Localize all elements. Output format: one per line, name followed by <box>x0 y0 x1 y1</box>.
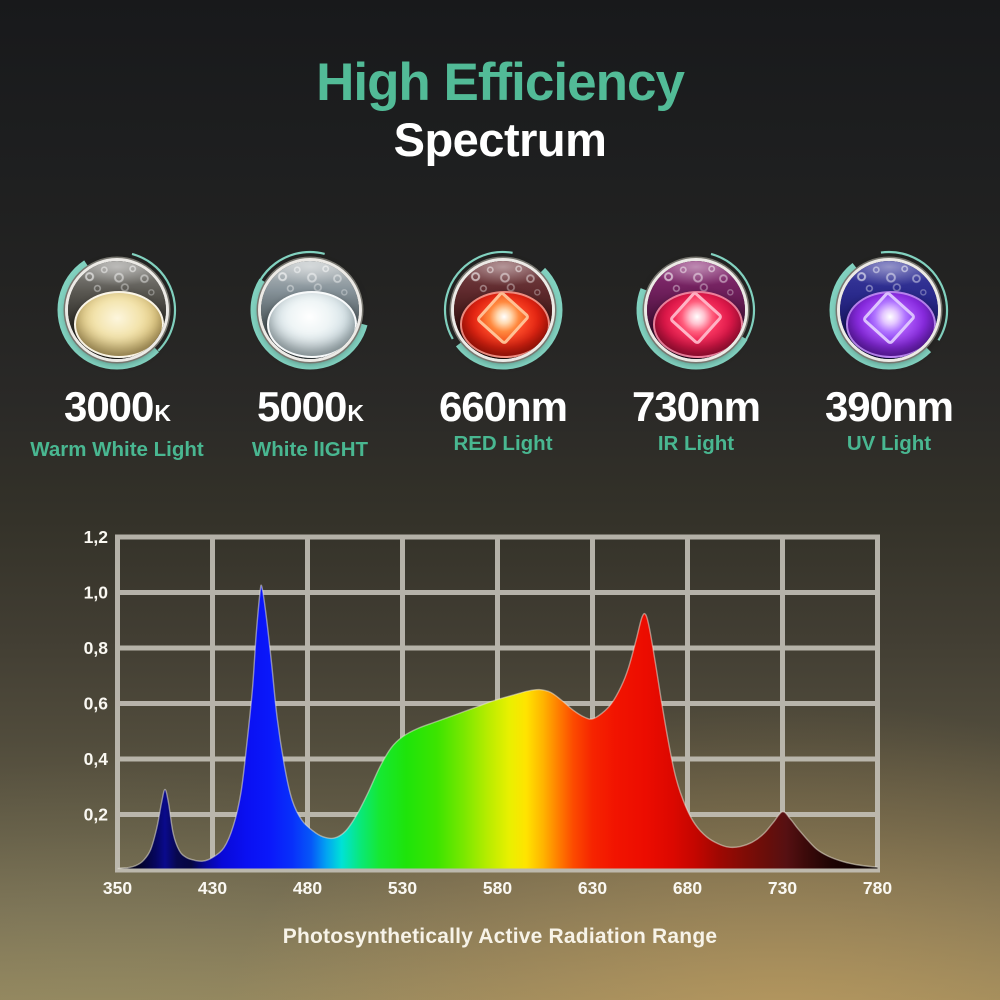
teal-arc-ring-icon <box>250 250 370 370</box>
led-value-number: 3000 <box>63 383 154 430</box>
led-gloss <box>647 261 745 359</box>
x-tick-label: 680 <box>673 878 702 898</box>
led-label: RED Light <box>453 432 553 455</box>
led-value-number: 730 <box>631 383 700 430</box>
x-tick-label: 780 <box>863 878 892 898</box>
led-badge-circle <box>441 248 565 372</box>
led-badge-circle <box>827 248 951 372</box>
header: High Efficiency Spectrum <box>0 54 1000 166</box>
led-photo-ir <box>647 261 745 359</box>
led-value-number: 390 <box>824 383 893 430</box>
x-tick-label: 730 <box>768 878 797 898</box>
led-value: 5000 K <box>256 383 364 435</box>
led-value-number: 660 <box>438 383 507 430</box>
led-badge-red: 660 nm RED Light <box>414 248 592 462</box>
led-value: 730 nm <box>631 383 761 430</box>
x-tick-label: 430 <box>198 878 227 898</box>
page-subtitle: Spectrum <box>393 113 607 166</box>
led-dome <box>73 291 165 359</box>
y-tick-label: 0,2 <box>84 805 109 825</box>
caption: Photosynthetically Active Radiation Rang… <box>282 925 718 948</box>
led-value: 3000 K <box>63 383 171 435</box>
led-value-number: 5000 <box>256 383 347 430</box>
led-value: 660 nm <box>438 383 568 430</box>
led-value-unit: K <box>154 400 171 426</box>
page-title: High Efficiency <box>316 53 685 112</box>
led-gloss <box>261 261 359 359</box>
y-tick-label: 1,2 <box>84 527 109 547</box>
led-value-unit: nm <box>506 383 568 430</box>
led-badge-white: 5000 K White lIGHT <box>221 248 399 462</box>
led-value-unit: K <box>347 400 364 426</box>
led-badge-uv: 390 nm UV Light <box>800 248 978 462</box>
y-tick-label: 0,6 <box>84 694 109 714</box>
led-value: 390 nm <box>824 383 954 430</box>
x-tick-label: 480 <box>293 878 322 898</box>
y-tick-label: 0,4 <box>84 749 109 769</box>
y-tick-label: 1,0 <box>84 583 109 603</box>
led-dome <box>266 291 358 359</box>
led-badge-circle <box>634 248 758 372</box>
led-photo-uv <box>840 261 938 359</box>
led-badge-warm-white: 3000 K Warm White Light <box>28 248 206 462</box>
x-tick-label: 350 <box>103 878 132 898</box>
led-value-unit: nm <box>892 383 954 430</box>
led-gloss <box>454 261 552 359</box>
x-tick-label: 580 <box>483 878 512 898</box>
x-tick-label: 630 <box>578 878 607 898</box>
led-row: 3000 K Warm White Light 5000 K Whi <box>28 248 978 462</box>
led-label: Warm White Light <box>30 438 204 461</box>
spectrum-area <box>117 585 878 869</box>
led-label: IR Light <box>657 432 735 455</box>
x-tick-label: 530 <box>388 878 417 898</box>
axis-labels: 1,2 1,0 0,8 0,6 0,4 0,2 350 430 480 530 580 630 680 7… <box>84 527 893 898</box>
y-tick-label: 0,8 <box>84 638 109 658</box>
led-label: White lIGHT <box>251 438 369 461</box>
led-photo-white <box>261 261 359 359</box>
led-label: UV Light <box>846 432 932 455</box>
spectrum-curve-edge <box>117 584 878 870</box>
led-value-unit: nm <box>699 383 761 430</box>
led-gloss <box>840 261 938 359</box>
led-gloss <box>68 261 166 359</box>
led-badge-circle <box>248 248 372 372</box>
led-badge-ir: 730 nm IR Light <box>607 248 785 462</box>
spectrum-chart: 1,2 1,0 0,8 0,6 0,4 0,2 350 430 480 530 580 630 680 7… <box>84 527 893 898</box>
led-photo-red <box>454 261 552 359</box>
led-badge-circle <box>55 248 179 372</box>
led-photo-warm-white <box>68 261 166 359</box>
